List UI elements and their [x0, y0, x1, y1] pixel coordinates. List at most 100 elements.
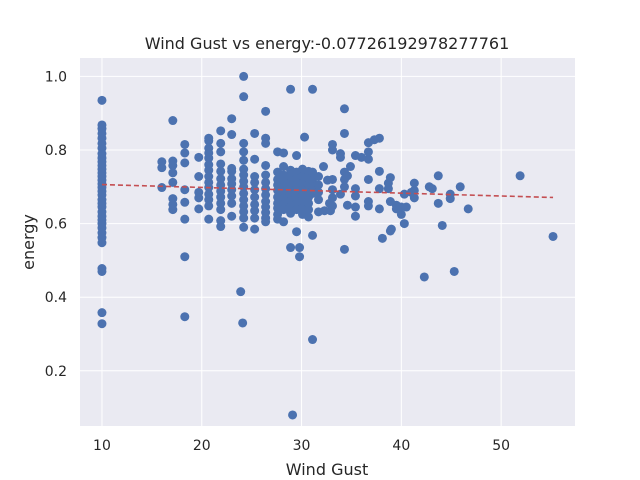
data-point	[304, 198, 314, 208]
data-point	[356, 152, 366, 162]
data-point	[295, 252, 305, 262]
data-point	[445, 194, 455, 204]
data-point	[279, 162, 289, 172]
y-tick-label: 0.6	[45, 217, 67, 233]
data-point	[227, 191, 237, 201]
data-point	[216, 205, 226, 215]
data-point	[409, 178, 419, 188]
data-point	[180, 148, 190, 158]
data-point	[250, 192, 260, 202]
data-point	[261, 190, 271, 200]
data-point	[168, 160, 178, 170]
data-point	[239, 138, 249, 148]
data-point	[261, 177, 271, 187]
y-tick-label: 0.8	[45, 143, 67, 159]
y-axis-label: energy	[19, 214, 38, 270]
data-point	[350, 202, 360, 212]
data-point	[339, 104, 349, 114]
data-point	[345, 162, 355, 172]
data-point	[180, 158, 190, 168]
data-point	[168, 177, 178, 187]
data-point	[399, 219, 409, 229]
data-point	[409, 193, 419, 203]
data-point	[279, 175, 289, 185]
data-point	[239, 155, 249, 165]
data-points	[97, 71, 558, 420]
data-point	[374, 184, 384, 194]
data-point	[204, 195, 214, 205]
data-point	[250, 213, 260, 223]
data-point	[327, 145, 337, 155]
data-point	[216, 174, 226, 184]
data-point	[97, 319, 107, 329]
data-point	[261, 106, 271, 116]
data-point	[279, 205, 289, 215]
data-point	[239, 147, 249, 157]
data-point	[239, 71, 249, 81]
data-point	[261, 217, 271, 227]
y-tick-labels: 0.2 0.4 0.6 0.8 1.0	[45, 69, 67, 379]
plot-background	[80, 58, 575, 426]
data-point	[216, 198, 226, 208]
data-point	[157, 163, 167, 173]
data-point	[363, 147, 373, 157]
data-point	[216, 159, 226, 169]
data-point	[314, 171, 324, 181]
data-point	[342, 200, 352, 210]
data-point	[168, 116, 178, 126]
data-point	[327, 201, 337, 211]
data-point	[327, 193, 337, 203]
trendline	[101, 183, 554, 199]
data-point	[286, 243, 296, 253]
data-point	[216, 192, 226, 202]
data-point	[292, 227, 302, 237]
y-tick-label: 1.0	[45, 69, 67, 85]
data-point	[308, 335, 318, 345]
data-point	[385, 173, 395, 183]
data-point	[386, 224, 396, 234]
data-point	[216, 166, 226, 176]
data-point	[319, 162, 329, 172]
data-point	[250, 199, 260, 209]
data-point	[250, 128, 260, 138]
x-tick-label: 30	[293, 438, 311, 454]
data-point	[239, 170, 249, 180]
data-point	[238, 318, 248, 328]
data-point	[204, 165, 214, 175]
data-point	[279, 148, 289, 158]
data-point	[239, 222, 249, 232]
data-point	[399, 189, 409, 199]
data-point	[409, 185, 419, 195]
data-point	[180, 214, 190, 224]
data-point	[227, 130, 237, 140]
data-point	[239, 195, 249, 205]
data-point	[239, 188, 249, 198]
data-point	[204, 153, 214, 163]
data-point	[227, 198, 237, 208]
data-point	[261, 138, 271, 148]
data-point	[216, 138, 226, 148]
data-point	[374, 166, 384, 176]
data-point	[261, 170, 271, 180]
data-point	[157, 183, 167, 193]
data-point	[427, 184, 437, 194]
data-point	[204, 201, 214, 211]
data-point	[327, 185, 337, 195]
data-point	[216, 147, 226, 157]
data-point	[180, 197, 190, 207]
data-point	[250, 177, 260, 187]
data-point	[227, 185, 237, 195]
data-point	[279, 217, 289, 227]
data-point	[194, 152, 204, 162]
data-point	[250, 206, 260, 216]
y-tick-label: 0.2	[45, 364, 67, 380]
data-point	[374, 133, 384, 143]
data-point	[363, 174, 373, 184]
data-point	[180, 252, 190, 262]
data-point	[97, 266, 107, 276]
data-point	[342, 171, 352, 181]
x-tick-label: 20	[193, 438, 211, 454]
data-point	[304, 212, 314, 222]
y-tick-label: 0.4	[45, 290, 67, 306]
data-point	[304, 205, 314, 215]
